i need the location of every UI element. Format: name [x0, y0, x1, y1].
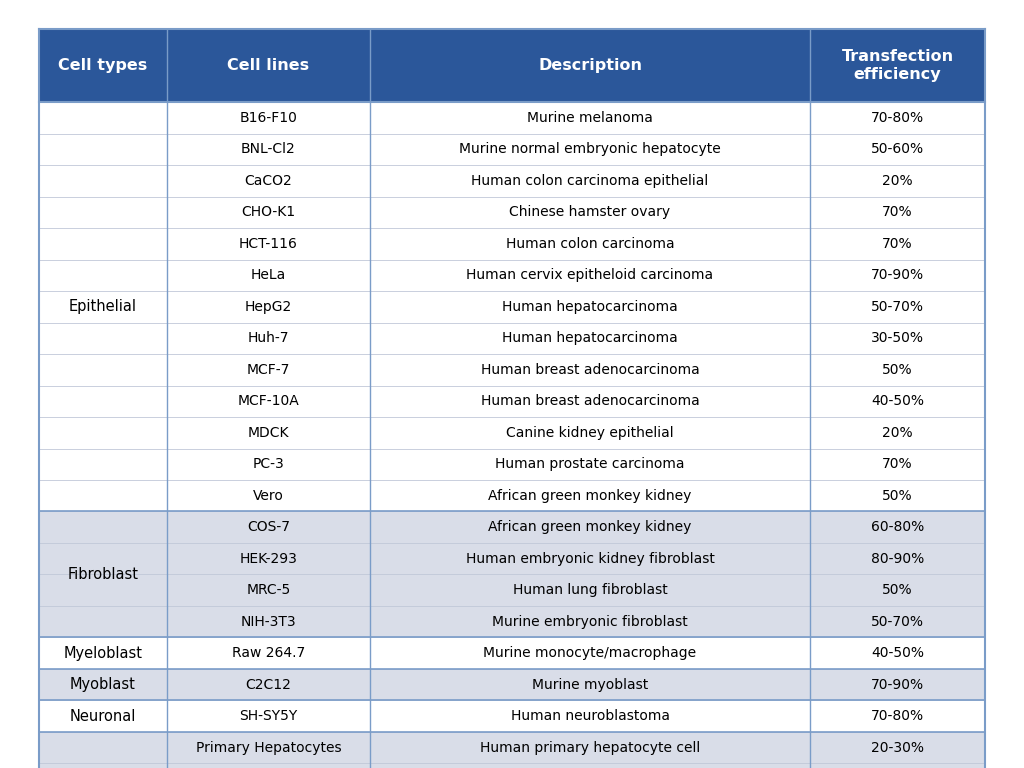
Text: 60-80%: 60-80% — [871, 520, 925, 535]
Text: Fibroblast: Fibroblast — [68, 567, 138, 582]
Text: Murine myoblast: Murine myoblast — [531, 677, 648, 692]
Text: Human cervix epitheloid carcinoma: Human cervix epitheloid carcinoma — [467, 268, 714, 283]
Bar — [39, 669, 985, 700]
Text: Human colon carcinoma epithelial: Human colon carcinoma epithelial — [471, 174, 709, 188]
Text: C2C12: C2C12 — [246, 677, 291, 692]
Bar — [39, 197, 985, 228]
Text: Neuronal: Neuronal — [70, 709, 136, 723]
Text: African green monkey kidney: African green monkey kidney — [488, 520, 692, 535]
Text: SH-SY5Y: SH-SY5Y — [240, 709, 298, 723]
Text: 20%: 20% — [883, 174, 912, 188]
Text: Epithelial: Epithelial — [69, 300, 137, 314]
Text: Transfection
efficiency: Transfection efficiency — [842, 49, 953, 82]
Text: COS-7: COS-7 — [247, 520, 290, 535]
Bar — [39, 449, 985, 480]
Text: Murine melanoma: Murine melanoma — [527, 111, 653, 125]
Text: HepG2: HepG2 — [245, 300, 292, 314]
Text: Chinese hamster ovary: Chinese hamster ovary — [510, 205, 671, 220]
Text: Human neuroblastoma: Human neuroblastoma — [511, 709, 670, 723]
Text: 30-50%: 30-50% — [871, 331, 924, 346]
Text: PC-3: PC-3 — [253, 457, 285, 472]
Text: Raw 264.7: Raw 264.7 — [231, 646, 305, 660]
Text: MRC-5: MRC-5 — [246, 583, 291, 598]
Bar — [39, 102, 985, 134]
Text: HEK-293: HEK-293 — [240, 551, 297, 566]
Text: Primary Hepatocytes: Primary Hepatocytes — [196, 740, 341, 755]
Text: Human hepatocarcinoma: Human hepatocarcinoma — [502, 331, 678, 346]
Bar — [39, 763, 985, 768]
Text: 50%: 50% — [883, 488, 912, 503]
Bar — [39, 29, 167, 102]
Bar — [370, 29, 810, 102]
Text: NIH-3T3: NIH-3T3 — [241, 614, 296, 629]
Text: African green monkey kidney: African green monkey kidney — [488, 488, 692, 503]
Bar — [39, 323, 985, 354]
Bar — [39, 574, 985, 606]
Text: 70-90%: 70-90% — [871, 268, 924, 283]
Text: BNL-Cl2: BNL-Cl2 — [241, 142, 296, 157]
Text: 50-60%: 50-60% — [871, 142, 924, 157]
Text: Human prostate carcinoma: Human prostate carcinoma — [496, 457, 685, 472]
Text: 70-80%: 70-80% — [871, 111, 924, 125]
Bar — [39, 291, 985, 323]
Text: Human primary hepatocyte cell: Human primary hepatocyte cell — [480, 740, 700, 755]
Bar — [39, 134, 985, 165]
Text: 50%: 50% — [883, 583, 912, 598]
Text: Cell lines: Cell lines — [227, 58, 309, 73]
Bar — [39, 417, 985, 449]
Bar — [39, 228, 985, 260]
Bar — [39, 732, 985, 763]
Text: 70%: 70% — [883, 237, 912, 251]
Text: 70%: 70% — [883, 457, 912, 472]
Bar — [39, 606, 985, 637]
Text: CaCO2: CaCO2 — [245, 174, 292, 188]
Bar — [39, 386, 985, 417]
Bar — [167, 29, 370, 102]
Bar — [39, 543, 985, 574]
Text: MCF-10A: MCF-10A — [238, 394, 299, 409]
Bar — [39, 165, 985, 197]
Text: 50-70%: 50-70% — [871, 300, 924, 314]
Text: Human lung fibroblast: Human lung fibroblast — [513, 583, 668, 598]
Text: B16-F10: B16-F10 — [240, 111, 297, 125]
Text: Vero: Vero — [253, 488, 284, 503]
Bar — [810, 29, 985, 102]
Text: CHO-K1: CHO-K1 — [242, 205, 295, 220]
Text: 40-50%: 40-50% — [871, 394, 924, 409]
Bar — [39, 260, 985, 291]
Text: Myoblast: Myoblast — [70, 677, 136, 692]
Text: HCT-116: HCT-116 — [239, 237, 298, 251]
Text: Huh-7: Huh-7 — [248, 331, 289, 346]
Bar — [39, 700, 985, 732]
Bar — [39, 354, 985, 386]
Text: 20%: 20% — [883, 425, 912, 440]
Text: 70-90%: 70-90% — [871, 677, 924, 692]
Text: Human embryonic kidney fibroblast: Human embryonic kidney fibroblast — [466, 551, 715, 566]
Text: HeLa: HeLa — [251, 268, 286, 283]
Text: 50-70%: 50-70% — [871, 614, 924, 629]
Text: 20-30%: 20-30% — [871, 740, 924, 755]
Text: 50%: 50% — [883, 362, 912, 377]
Text: Myeloblast: Myeloblast — [63, 646, 142, 660]
Bar — [39, 637, 985, 669]
Text: Human breast adenocarcinoma: Human breast adenocarcinoma — [480, 394, 699, 409]
Text: Murine embryonic fibroblast: Murine embryonic fibroblast — [493, 614, 688, 629]
Bar — [39, 480, 985, 511]
Text: Human breast adenocarcinoma: Human breast adenocarcinoma — [480, 362, 699, 377]
Text: Human hepatocarcinoma: Human hepatocarcinoma — [502, 300, 678, 314]
Text: Human colon carcinoma: Human colon carcinoma — [506, 237, 675, 251]
Text: 40-50%: 40-50% — [871, 646, 924, 660]
Text: 70%: 70% — [883, 205, 912, 220]
Text: MDCK: MDCK — [248, 425, 289, 440]
Text: Canine kidney epithelial: Canine kidney epithelial — [506, 425, 674, 440]
Text: Cell types: Cell types — [58, 58, 147, 73]
Text: Murine normal embryonic hepatocyte: Murine normal embryonic hepatocyte — [459, 142, 721, 157]
Text: 80-90%: 80-90% — [871, 551, 925, 566]
Text: 70-80%: 70-80% — [871, 709, 924, 723]
Text: Murine monocyte/macrophage: Murine monocyte/macrophage — [483, 646, 696, 660]
Text: Description: Description — [538, 58, 642, 73]
Text: MCF-7: MCF-7 — [247, 362, 290, 377]
Bar — [39, 511, 985, 543]
